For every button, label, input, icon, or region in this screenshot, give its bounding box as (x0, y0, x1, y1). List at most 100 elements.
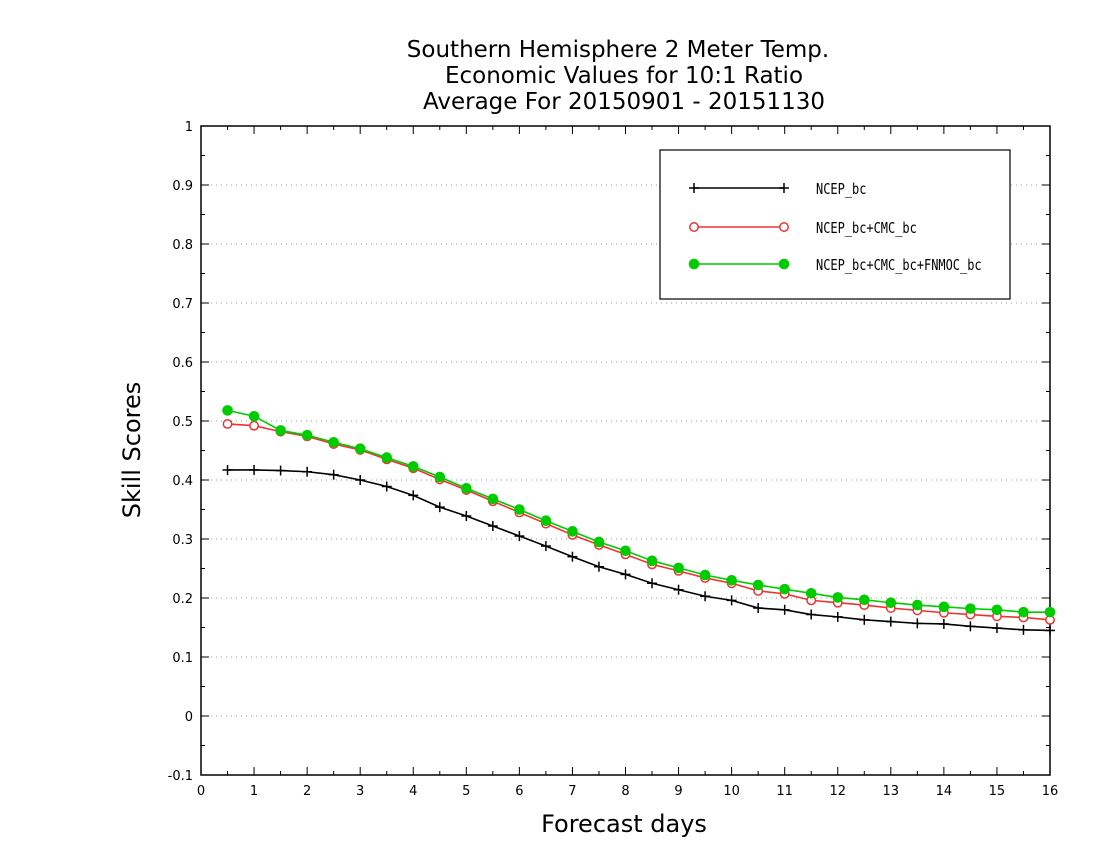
series-0-point-25 (885, 616, 896, 627)
series-0-point-11 (514, 531, 525, 542)
series-0-point-16 (647, 578, 658, 589)
y-tick-label-3: 0.2 (172, 592, 193, 607)
series-1-point-0 (222, 419, 233, 429)
series-0-point-9 (461, 510, 472, 521)
legend-marker-start-1 (689, 222, 699, 232)
series-0-point-15 (620, 569, 631, 580)
series-2-point-11 (514, 504, 525, 515)
ticks: 0 1 2 3 4 5 6 7 8 9 10 11 12 13 14 15 16-0.100.10.20.30.… (168, 120, 1059, 799)
series-0-point-5 (355, 475, 366, 485)
chart-title-line-3: Average For 20150901 - 20151130 (423, 89, 825, 115)
series-2-point-29 (991, 604, 1003, 616)
series-2-point-13 (567, 526, 578, 537)
y-tick-label-6: 0.5 (172, 415, 193, 430)
x-tick-label-8: 8 (621, 784, 629, 799)
legend-entry-1: NCEP_bc+CMC_bc (689, 219, 917, 237)
series-2-point-24 (858, 594, 870, 606)
x-tick-label-16: 16 (1042, 784, 1059, 799)
series-1 (222, 419, 1055, 625)
series-2-line (227, 409, 1050, 613)
series-0-point-13 (567, 551, 578, 562)
series-0-point-17 (673, 584, 684, 595)
series-0-point-0 (222, 464, 233, 475)
series-2-point-18 (699, 569, 711, 581)
series-2-point-17 (673, 562, 684, 574)
y-tick-label-10: 0.9 (172, 179, 193, 194)
series-0-point-14 (593, 561, 604, 572)
series-0-point-8 (434, 502, 445, 513)
series-2 (222, 405, 1056, 618)
series-0-point-1 (249, 464, 260, 475)
series-0-point-7 (408, 490, 419, 501)
series-0-point-21 (779, 604, 790, 615)
series-0-point-6 (381, 481, 392, 492)
y-tick-label-5: 0.4 (172, 474, 193, 489)
series-2-point-12 (540, 515, 552, 527)
series-0-point-22 (806, 609, 817, 620)
series-2-point-3 (301, 429, 313, 441)
x-tick-label-11: 11 (776, 784, 793, 799)
series-0-point-2 (275, 465, 286, 476)
series-2-point-21 (779, 583, 790, 595)
series-2-point-16 (646, 555, 658, 567)
x-tick-label-14: 14 (936, 784, 953, 799)
series-2-point-19 (726, 575, 737, 586)
x-axis-label: Forecast days (541, 810, 707, 838)
y-axis-label: Skill Scores (118, 382, 146, 519)
series-2-point-22 (805, 587, 817, 599)
x-tick-label-13: 13 (883, 784, 900, 799)
legend-entry-2: NCEP_bc+CMC_bc+FNMOC_bc (688, 256, 982, 274)
legend-entry-0: NCEP_bc (689, 180, 866, 198)
series-0-point-18 (700, 591, 711, 602)
legend: NCEP_bc NCEP_bc+CMC_bc NCEP_bc+CMC_bc+FNMO… (659, 149, 1011, 300)
series-2-point-25 (885, 597, 897, 609)
series-2-point-20 (752, 579, 764, 591)
legend-label-1: NCEP_bc+CMC_bc (816, 219, 917, 237)
series-2-point-31 (1044, 606, 1056, 618)
series-1-line (227, 423, 1051, 621)
series-0-point-10 (487, 521, 498, 532)
series-0-point-19 (726, 595, 737, 606)
series-2-point-27 (938, 601, 950, 613)
series-2-point-14 (593, 536, 605, 548)
legend-marker-end-0 (779, 183, 789, 193)
series-0-point-26 (912, 618, 923, 629)
legend-label-0: NCEP_bc (816, 180, 866, 198)
series-2-point-0 (222, 405, 233, 416)
chart-title-line-1: Southern Hemisphere 2 Meter Temp. (407, 37, 829, 63)
y-tick-label-2: 0.1 (172, 651, 193, 666)
y-tick-label-8: 0.7 (172, 297, 193, 312)
x-tick-label-2: 2 (303, 784, 311, 799)
y-tick-label-4: 0.3 (172, 533, 193, 548)
legend-box (659, 149, 1011, 300)
series-2-point-23 (832, 592, 844, 603)
series-2-point-9 (461, 482, 472, 494)
series-0-point-23 (832, 611, 843, 622)
series-0 (222, 464, 1055, 636)
series-2-point-15 (620, 545, 631, 557)
x-tick-label-9: 9 (674, 784, 682, 799)
series-0-point-30 (1018, 624, 1029, 635)
series-2-point-10 (487, 493, 499, 505)
series-0-point-31 (1045, 625, 1055, 636)
legend-marker-start-0 (689, 183, 699, 193)
series-2-point-4 (328, 436, 339, 448)
series-2-point-5 (354, 443, 366, 455)
y-tick-label-1: 0 (185, 710, 193, 725)
legend-marker-end-1 (779, 222, 789, 232)
series-0-point-27 (938, 618, 949, 629)
x-tick-label-6: 6 (515, 784, 523, 799)
series-2-point-2 (275, 425, 286, 436)
series-0-point-24 (859, 614, 870, 625)
series (222, 405, 1056, 636)
series-2-point-28 (965, 603, 976, 614)
legend-entries: NCEP_bc NCEP_bc+CMC_bc NCEP_bc+CMC_bc+FNMO… (688, 180, 982, 274)
x-tick-label-5: 5 (462, 784, 470, 799)
y-tick-label-7: 0.6 (172, 356, 193, 371)
legend-marker-start-2 (688, 258, 700, 270)
series-2-point-8 (434, 471, 446, 483)
x-tick-label-12: 12 (829, 784, 846, 799)
x-tick-label-7: 7 (568, 784, 576, 799)
